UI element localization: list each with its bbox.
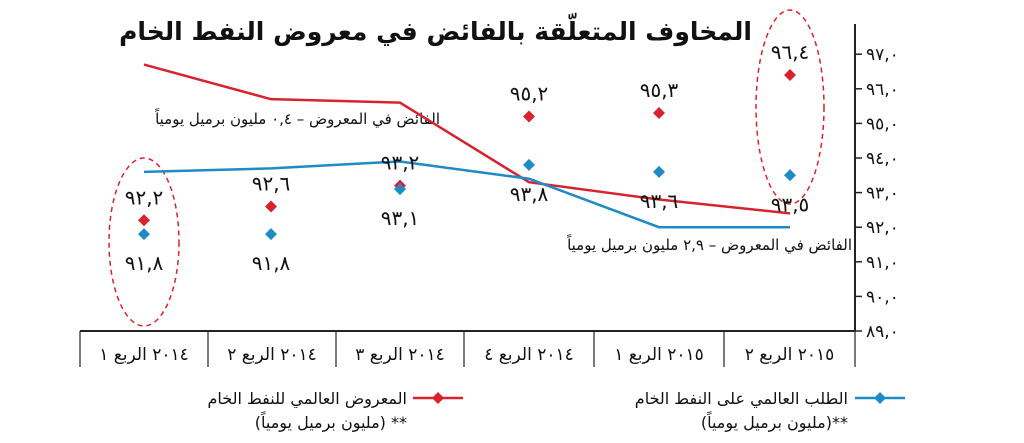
demand-data-label: ٩٣,١ [381, 206, 420, 230]
highlight-oval-q1-2014 [108, 157, 180, 327]
legend-marker [432, 392, 444, 404]
supply-data-point [784, 68, 796, 81]
y-tick-label: ٩٤,٠ [866, 149, 899, 169]
y-tick-label: ٩٧,٠ [866, 45, 899, 65]
demand-data-label: ٩٣,٥ [771, 192, 810, 216]
demand-data-point [265, 228, 277, 241]
x-tick-label: ٢٠١٥ الربع ٢ [745, 345, 835, 365]
legend-label: الطلب العالمي على النفط الخام [635, 389, 848, 409]
y-tick-label: ٩١,٠ [866, 253, 899, 273]
supply-data-point [523, 110, 535, 123]
legend-marker [874, 392, 886, 404]
y-tick-label: ٩٠,٠ [866, 287, 899, 307]
y-tick-label: ٩٥,٠ [866, 114, 899, 134]
highlight-oval-q2-2015 [755, 9, 825, 205]
x-tick-label: ٢٠١٤ الربع ٢ [227, 345, 317, 365]
x-tick-label: ٢٠١٥ الربع ١ [614, 345, 704, 365]
demand-trend-line [143, 160, 790, 229]
x-tick-label: ٢٠١٤ الربع ١ [99, 345, 189, 365]
y-tick-label: ٩٣,٠ [866, 184, 899, 204]
demand-data-label: ٩٣,٦ [640, 189, 679, 213]
demand-data-point [784, 169, 796, 182]
demand-data-label: ٩١,٨ [125, 251, 164, 275]
demand-data-point [653, 165, 665, 178]
legend-label: المعروض العالمي للنفط الخام [207, 389, 407, 409]
surplus-annotation-2014: الفائض في المعروض – ٠,٤ مليون برميل يومي… [154, 108, 440, 129]
supply-trend-line [143, 63, 791, 215]
demand-data-point [138, 228, 150, 241]
chart-title: المخاوف المتعلّقة بالفائض في معروض النفط… [119, 13, 752, 47]
demand-data-label: ٩٣,٨ [510, 182, 549, 206]
supply-data-label: ٩٥,٢ [510, 81, 549, 105]
surplus-annotation-2015: الفائض في المعروض – ٢,٩ مليون برميل يومي… [566, 234, 852, 255]
demand-data-point [523, 158, 535, 171]
supply-data-point [653, 107, 665, 120]
supply-data-label: ٩٦,٤ [771, 40, 810, 64]
demand-data-label: ٩١,٨ [252, 251, 291, 275]
supply-data-label: ٩٢,٢ [125, 185, 164, 209]
y-tick-label: ٩٦,٠ [866, 80, 899, 100]
legend-unit: (مليون برميل يومياً)** [701, 410, 848, 433]
demand-data-point [394, 183, 406, 196]
supply-data-label: ٩٥,٣ [640, 78, 679, 102]
supply-data-label: ٩٢,٦ [252, 171, 291, 195]
supply-data-point [138, 214, 150, 227]
y-tick-label: ٩٢,٠ [866, 218, 899, 238]
x-tick-label: ٢٠١٤ الربع ٣ [355, 345, 445, 365]
y-tick-label: ٨٩,٠ [866, 322, 899, 342]
supply-data-label: ٩٣,٢ [381, 151, 420, 175]
legend-unit: (مليون برميل يومياً) ** [255, 410, 407, 433]
supply-data-point [265, 200, 277, 213]
x-tick-label: ٢٠١٤ الربع ٤ [484, 345, 574, 365]
